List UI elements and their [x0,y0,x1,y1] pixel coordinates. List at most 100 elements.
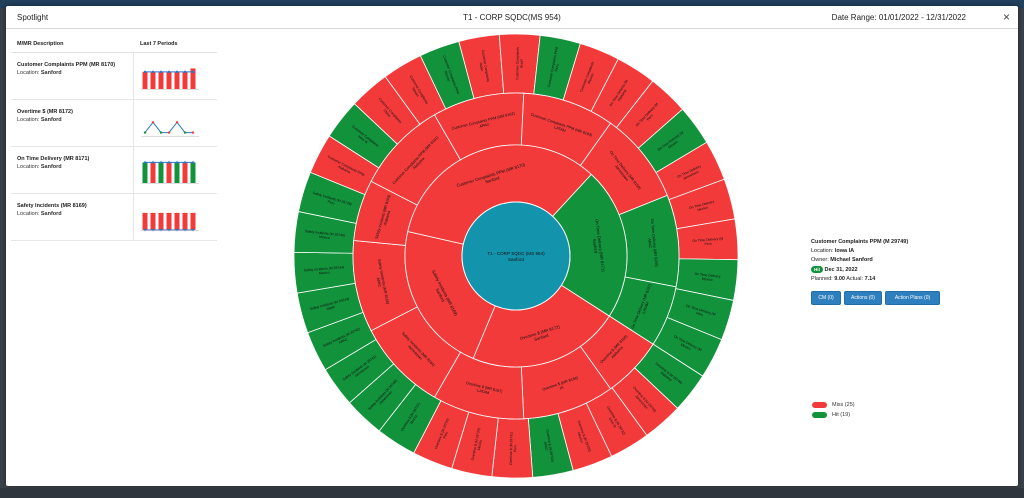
row-title: Customer Complaints PPM (MR 8170) [17,62,116,68]
ring3-measure-label: Customer ComplaintsBrazil [515,47,524,80]
center-label: T1 - CORP SQDC (MS 954) [487,251,545,256]
segment-location: Mexico [587,73,595,85]
ring2-group-segment[interactable]: Overtime $ (MR 8166)IA [520,345,612,420]
table-row[interactable]: On Time Delivery (MR 8171) Location: Sanf… [11,147,217,194]
spark-point [175,228,179,232]
ring3-measure-segment[interactable]: Overtime $ (M 29731)Peru [491,417,534,479]
segment-location: LATAM [554,125,567,133]
segment-location: Alabama [383,210,391,226]
row-location: Location: Sanford [17,117,62,123]
sunburst-center[interactable] [461,201,571,311]
ring2-group-label: On Time Delivery (MR 8158)APAC [645,219,658,268]
ring3-measure-label: Overtime $ (M 29731)Peru [509,432,518,465]
spark-point [151,161,155,164]
segment-location: LATAM [477,388,490,395]
segment-location: Mexico [409,414,418,425]
ring1-group-segment[interactable]: Customer Complaints PPM (MR 8170)Sanford [407,144,592,245]
spark-point [183,228,187,232]
ring3-measure-label: On Time DeliveryMexico [688,199,715,214]
spark-bar [182,162,188,183]
spark-point [191,70,195,74]
table-row[interactable]: Overtime $ (MR 8172) Location: Sanford [11,100,217,147]
close-icon[interactable]: × [1002,10,1010,24]
spark-bar [142,212,148,230]
modal-header: Spotlight T1 - CORP SQDC(MS 954) Date Ra… [6,6,1018,29]
segment-location: Sanford [534,333,550,342]
legend-swatch-miss [812,402,827,408]
ring3-measure-label: Overtime $ (M 29729)Mexico [471,428,486,462]
action-plans-button[interactable]: Action Plans (0) [885,291,940,305]
segment-location: IA [559,385,564,390]
row-location: Location: Sanford [17,70,62,76]
segment-location: Mexico [680,343,691,352]
spark-point [167,131,171,134]
spark-point [159,131,163,134]
segment-location: APAC [647,238,652,249]
segment-location: APAC [543,441,549,451]
spark-point [167,70,171,74]
segment-location: Mexico [667,140,678,150]
ring2-group-segment[interactable]: On Time Delivery (MR 8157)LATAM [608,276,677,345]
ring3-measure-label: Safety Incidents (M 29744)Mexico [304,265,345,276]
segment-location: Peru [646,114,654,122]
ring1-group-segment[interactable]: Safety Incidents (MR 8169)Sanford [404,231,496,359]
segment-location: Alabama [660,371,673,382]
spark-bar [182,212,188,230]
actions-button[interactable]: Actions (0) [844,291,882,305]
ring3-measure-segment[interactable]: Safety Incidents (M 29741)Jamestown [324,338,395,404]
ring3-measure-segment[interactable]: Overtime $ (M 29733)Mexico [557,402,613,472]
ring3-measure-segment[interactable]: Safety Incidents (M 29739)Peru [298,171,366,224]
sparkline-chart[interactable] [141,153,203,187]
table-header: M/MR Description Last 7 Periods [11,34,217,53]
segment-name: Customer Complaints [515,47,520,80]
spark-bar [190,68,196,89]
col-last-periods: Last 7 Periods [140,41,178,47]
segment-name: On Time Delivery [688,199,714,210]
spark-bar [142,162,148,183]
segment-location: Alabama [337,165,351,175]
detail-status: Hit Dec 31, 2022 [811,266,858,273]
spark-bar [166,212,172,230]
cm-button[interactable]: CM (0) [811,291,841,305]
sparkline-chart[interactable] [141,200,203,234]
spark-point [143,131,147,134]
table-row[interactable]: Customer Complaints PPM (MR 8170) Locatio… [11,53,217,100]
spark-bar [150,71,156,89]
sparkline-chart[interactable] [141,59,203,93]
spark-bar [174,162,180,183]
segment-location: Alabama [617,89,628,103]
row-location: Location: Sanford [17,211,62,217]
spark-bar [158,162,164,183]
ring2-group-segment[interactable]: Customer Complaints PPM (MR 8163)LATAM [520,92,612,167]
ring3-measure-segment[interactable]: Customer ComplaintsBrazil [498,33,541,95]
spark-point [183,131,187,134]
spark-point [167,161,171,164]
ring2-group-segment[interactable]: Customer Complaints PPM (MR 8161)Alabama [370,114,462,206]
spotlight-modal: Spotlight T1 - CORP SQDC(MS 954) Date Ra… [6,6,1018,486]
spark-point [175,121,179,124]
sparkline-chart[interactable] [141,106,203,140]
spark-point [159,161,163,164]
spark-point [191,228,195,232]
spark-point [159,228,163,232]
table-row[interactable]: Safety Incidents (MR 8169) Location: Sanf… [11,194,217,241]
segment-name: Overtime $ (M 29734) [545,429,554,462]
modal-title: Spotlight [17,13,49,22]
segment-name: Safety Incidents (M 29744) [304,265,345,272]
spark-line [144,121,193,134]
ring3-measure-segment[interactable]: Customer Complaints PPMAlabama [309,135,380,196]
row-title: On Time Delivery (MR 8171) [17,156,90,162]
ring1-group-segment[interactable]: Overtime $ (MR 8172)Sanford [472,284,610,368]
segment-location: Peru [704,242,712,247]
column-divider [133,100,134,146]
spark-point [143,228,147,232]
spark-bar [158,71,164,89]
segment-name: On Time Delivery (M [692,237,723,243]
column-divider [133,147,134,193]
segment-location: Mexico [577,432,585,444]
spark-point [191,161,195,164]
spark-point [191,131,195,134]
segment-location: APAC [376,277,382,288]
ring3-measure-segment[interactable]: Customer ComplaintsMexico [562,43,619,112]
